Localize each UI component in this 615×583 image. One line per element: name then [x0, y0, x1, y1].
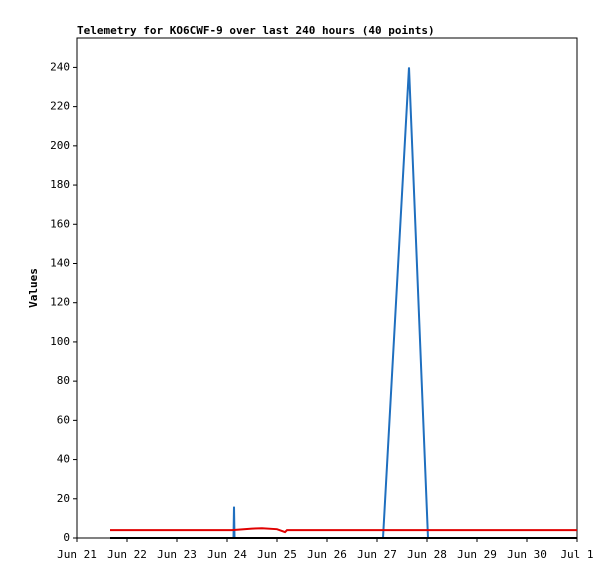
plot-frame: [76, 37, 578, 539]
x-tick-label: Jun 29: [457, 548, 497, 561]
y-tick-label: 160: [50, 217, 70, 230]
y-tick-label: 0: [63, 531, 70, 544]
x-tick-label: Jun 22: [107, 548, 147, 561]
x-tick-label: Jun 25: [257, 548, 297, 561]
x-tick-label: Jun 28: [407, 548, 447, 561]
y-tick-label: 140: [50, 256, 70, 269]
y-tick-label: 80: [57, 374, 70, 387]
y-tick-label: 240: [50, 60, 70, 73]
x-tick-label: Jun 30: [507, 548, 547, 561]
y-tick-label: 20: [57, 492, 70, 505]
x-tick-label: Jul 1: [560, 548, 593, 561]
x-tick-label: Jun 23: [157, 548, 197, 561]
y-tick-label: 180: [50, 178, 70, 191]
y-tick-label: 40: [57, 453, 70, 466]
y-tick-label: 120: [50, 296, 70, 309]
y-tick-label: 220: [50, 100, 70, 113]
chart-title: Telemetry for KO6CWF-9 over last 240 hou…: [77, 24, 435, 37]
x-tick-label: Jun 26: [307, 548, 347, 561]
y-tick-label: 100: [50, 335, 70, 348]
x-tick-label: Jun 24: [207, 548, 247, 561]
y-tick-label: 200: [50, 139, 70, 152]
data-line: [110, 527, 577, 534]
x-tick-label: Jun 21: [57, 548, 97, 561]
y-tick-label: 60: [57, 413, 70, 426]
y-axis-label: Values: [27, 268, 40, 308]
x-tick-label: Jun 27: [357, 548, 397, 561]
